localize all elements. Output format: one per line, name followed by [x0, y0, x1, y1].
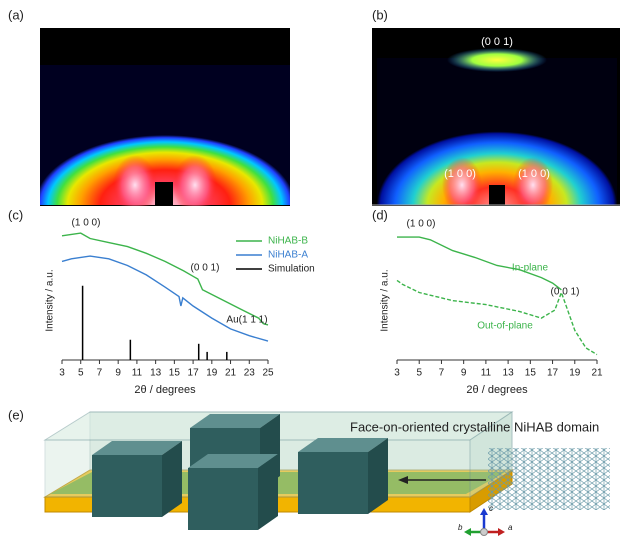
x-tick-label: 3: [394, 368, 400, 379]
x-tick-label: 19: [206, 368, 218, 379]
panel-label: (e): [8, 407, 24, 422]
x-tick-label: 17: [188, 368, 200, 379]
diagram-caption: Face-on-oriented crystalline NiHAB domai…: [350, 419, 599, 434]
x-tick-label: 9: [115, 368, 121, 379]
legend-label: NiHAB-A: [268, 250, 308, 261]
x-axis-label: 2θ / degrees: [466, 384, 528, 396]
x-tick-label: 5: [416, 368, 422, 379]
panel-label: (a): [8, 7, 24, 22]
series-label: Out-of-plane: [477, 321, 533, 332]
x-tick-label: 11: [132, 368, 143, 379]
x-tick-label: 13: [150, 368, 162, 379]
axis-letter: a: [508, 523, 513, 532]
peak-label: (0 0 1): [551, 287, 580, 298]
panel-label: (b): [372, 7, 388, 22]
cube-front: [188, 468, 258, 530]
giwaxs-image-b: [372, 28, 620, 213]
x-tick-label: 11: [481, 368, 492, 379]
x-tick-label: 17: [547, 368, 559, 379]
x-tick-label: 13: [503, 368, 515, 379]
x-tick-label: 15: [169, 368, 181, 379]
x-axis-label: 2θ / degrees: [134, 384, 196, 396]
figure: (a) (b) (c) (d) (e) (0 0 1) (1 0 0) (1 0…: [0, 0, 628, 546]
peak-label: (1 0 0): [518, 168, 550, 180]
axis-letter: b: [458, 523, 463, 532]
peak-label: (0 0 1): [191, 263, 220, 274]
peak-label: (1 0 0): [407, 219, 436, 230]
axis-letter: c: [489, 504, 493, 513]
peak-label: (1 0 0): [72, 218, 101, 229]
legend-label: Simulation: [268, 264, 315, 275]
x-tick-label: 7: [439, 368, 445, 379]
series-label: In-plane: [512, 263, 549, 274]
cube-front: [298, 452, 368, 514]
x-tick-label: 25: [262, 368, 274, 379]
panel-label: (d): [372, 207, 388, 222]
x-tick-label: 9: [461, 368, 467, 379]
peak-label: Au(1 1 1): [226, 315, 267, 326]
x-tick-label: 21: [225, 368, 237, 379]
x-tick-label: 21: [591, 368, 603, 379]
panel-label: (c): [8, 207, 23, 222]
y-axis-label: Intensity / a.u.: [45, 269, 56, 331]
x-tick-label: 19: [569, 368, 581, 379]
x-tick-label: 3: [59, 368, 65, 379]
data-line: [62, 233, 268, 325]
peak-label: (0 0 1): [481, 36, 513, 48]
x-tick-label: 7: [97, 368, 103, 379]
x-tick-label: 5: [78, 368, 84, 379]
giwaxs-image-a: [35, 28, 295, 215]
y-axis-label: Intensity / a.u.: [380, 269, 391, 331]
x-tick-label: 15: [525, 368, 537, 379]
cube-front: [92, 455, 162, 517]
legend-label: NiHAB-B: [268, 236, 308, 247]
x-tick-label: 23: [244, 368, 256, 379]
peak-label: (1 0 0): [444, 168, 476, 180]
